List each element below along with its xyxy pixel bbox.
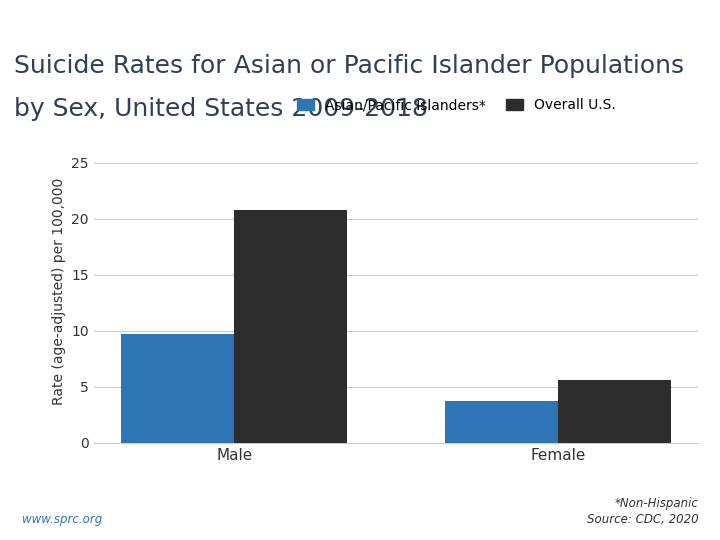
Bar <box>121 334 234 443</box>
Text: www.sprc.org: www.sprc.org <box>22 514 102 526</box>
Text: by Sex, United States 2009-2018: by Sex, United States 2009-2018 <box>14 97 428 121</box>
Text: Source: CDC, 2020: Source: CDC, 2020 <box>587 514 698 526</box>
Bar <box>234 210 348 443</box>
Legend: Asian/Pacific Islanders*, Overall U.S.: Asian/Pacific Islanders*, Overall U.S. <box>292 93 621 118</box>
Bar <box>558 380 671 443</box>
Bar <box>444 401 558 443</box>
Text: *Non-Hispanic: *Non-Hispanic <box>615 497 698 510</box>
Y-axis label: Rate (age-adjusted) per 100,000: Rate (age-adjusted) per 100,000 <box>52 178 66 405</box>
Text: Suicide Rates for Asian or Pacific Islander Populations: Suicide Rates for Asian or Pacific Islan… <box>14 54 685 78</box>
Text: SPRC  |  Suicide Prevention Resource Center: SPRC | Suicide Prevention Resource Cente… <box>351 9 628 21</box>
